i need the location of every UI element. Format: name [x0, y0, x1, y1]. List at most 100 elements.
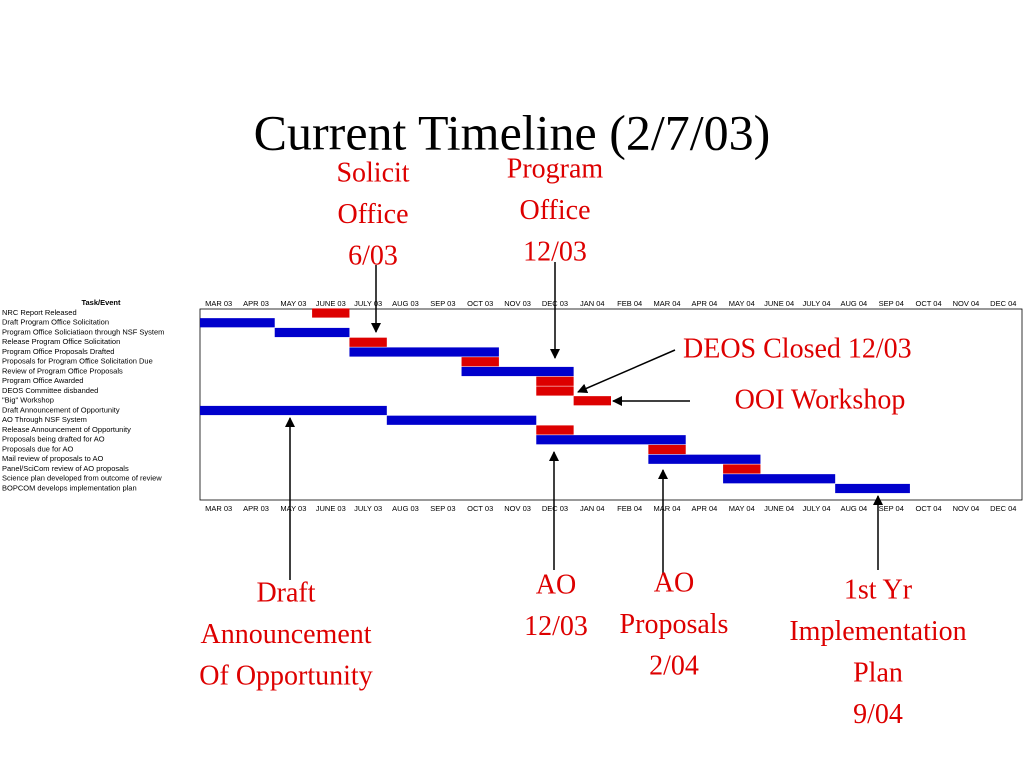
month-label: OCT 03	[467, 504, 493, 513]
annotation: Program	[507, 153, 604, 184]
month-label: NOV 04	[953, 504, 980, 513]
task-bar	[536, 435, 686, 445]
month-label: OCT 03	[467, 299, 493, 308]
month-label: FEB 04	[617, 504, 642, 513]
month-label: DEC 04	[990, 299, 1016, 308]
month-label: NOV 04	[953, 299, 980, 308]
task-bar	[723, 474, 836, 484]
task-bar	[648, 444, 686, 455]
task-label: Release Announcement of Opportunity	[2, 425, 131, 434]
annotation: 1st Yr	[844, 574, 913, 605]
month-label: SEP 03	[430, 299, 455, 308]
month-label: APR 03	[243, 504, 269, 513]
annotation: Office	[338, 199, 409, 230]
task-bar	[274, 327, 350, 338]
task-label: DEOS Committee disbanded	[2, 386, 98, 395]
task-bar	[386, 415, 537, 425]
task-label: "Big" Workshop	[2, 396, 54, 405]
task-bar	[723, 464, 761, 474]
month-label: MAR 03	[205, 504, 232, 513]
task-label: Science plan developed from outcome of r…	[2, 474, 162, 483]
month-label: AUG 04	[841, 504, 868, 513]
month-label: JULY 03	[354, 299, 382, 308]
task-label: Review of Program Office Proposals	[2, 366, 123, 375]
arrows	[285, 262, 883, 580]
annotation: Draft	[256, 577, 315, 608]
month-label: JUNE 04	[764, 299, 794, 308]
month-label: JAN 04	[580, 504, 605, 513]
chart-frame	[199, 308, 1023, 501]
task-bar	[461, 357, 499, 367]
annotation: Proposals	[620, 609, 729, 640]
month-label: DEC 04	[990, 504, 1016, 513]
task-label: Proposals being drafted for AO	[2, 435, 105, 444]
task-label: Draft Program Office Solicitation	[2, 318, 109, 327]
task-label: Panel/SciCom review of AO proposals	[2, 464, 129, 473]
month-label: AUG 04	[841, 299, 868, 308]
month-label: SEP 04	[879, 299, 904, 308]
task-label: NRC Report Released	[2, 308, 77, 317]
task-header: Task/Event	[81, 298, 121, 307]
month-label: OCT 04	[916, 504, 942, 513]
month-label: MAY 03	[280, 299, 306, 308]
month-label: SEP 03	[430, 504, 455, 513]
month-label: OCT 04	[916, 299, 942, 308]
annotation: Implementation	[789, 616, 966, 647]
month-label: MAY 04	[729, 299, 755, 308]
task-label: Program Office Soliciatiaon through NSF …	[2, 327, 164, 336]
annotation: Of Opportunity	[199, 660, 372, 691]
month-label: NOV 03	[504, 299, 531, 308]
annotation: 9/04	[853, 699, 903, 730]
annotation: DEOS Closed 12/03	[683, 333, 912, 364]
task-bar	[312, 308, 350, 318]
annotation: Solicit	[336, 157, 409, 188]
month-label: MAR 04	[653, 504, 680, 513]
annotation: 2/04	[649, 650, 699, 681]
task-bar	[573, 396, 611, 406]
annotation: Plan	[853, 657, 903, 688]
task-bar	[536, 425, 574, 435]
annotation: 12/03	[524, 611, 588, 642]
month-label: JULY 03	[354, 504, 382, 513]
task-label: Mail review of proposals to AO	[2, 454, 103, 463]
task-label: Program Office Proposals Drafted	[2, 347, 114, 356]
slide-title: Current Timeline (2/7/03)	[254, 104, 771, 160]
task-bar	[648, 454, 761, 464]
month-label: APR 03	[243, 299, 269, 308]
month-label: SEP 04	[879, 504, 904, 513]
annotation: Announcement	[200, 619, 371, 650]
task-label: Draft Announcement of Opportunity	[2, 405, 120, 414]
task-bar	[536, 376, 574, 386]
task-bar	[200, 405, 387, 416]
month-label: JULY 04	[802, 504, 830, 513]
annotation: AO	[654, 567, 694, 598]
month-label: JUNE 04	[764, 504, 794, 513]
annotation: Office	[520, 195, 591, 226]
month-label: MAR 04	[653, 299, 680, 308]
annotation: 12/03	[523, 236, 587, 267]
task-bar	[349, 347, 499, 357]
task-bar	[536, 386, 574, 396]
task-label: Proposals for Program Office Solicitatio…	[2, 357, 153, 366]
task-bar	[461, 366, 574, 377]
task-label: AO Through NSF System	[2, 415, 87, 424]
month-label: AUG 03	[392, 299, 419, 308]
task-label: Release Program Office Solicitation	[2, 337, 120, 346]
arrow	[577, 349, 676, 394]
month-label: MAR 03	[205, 299, 232, 308]
month-label: FEB 04	[617, 299, 642, 308]
month-label: JAN 04	[580, 299, 605, 308]
task-label: Proposals due for AO	[2, 444, 73, 453]
month-label: JUNE 03	[316, 504, 346, 513]
month-label: MAY 04	[729, 504, 755, 513]
annotation: AO	[536, 569, 576, 600]
task-bar	[200, 318, 275, 328]
month-label: NOV 03	[504, 504, 531, 513]
month-label: DEC 03	[542, 504, 568, 513]
task-bar	[349, 337, 387, 347]
task-bar	[835, 483, 910, 494]
task-label: BOPCOM develops implementation plan	[2, 483, 137, 492]
month-label: JUNE 03	[316, 299, 346, 308]
month-label: JULY 04	[802, 299, 830, 308]
